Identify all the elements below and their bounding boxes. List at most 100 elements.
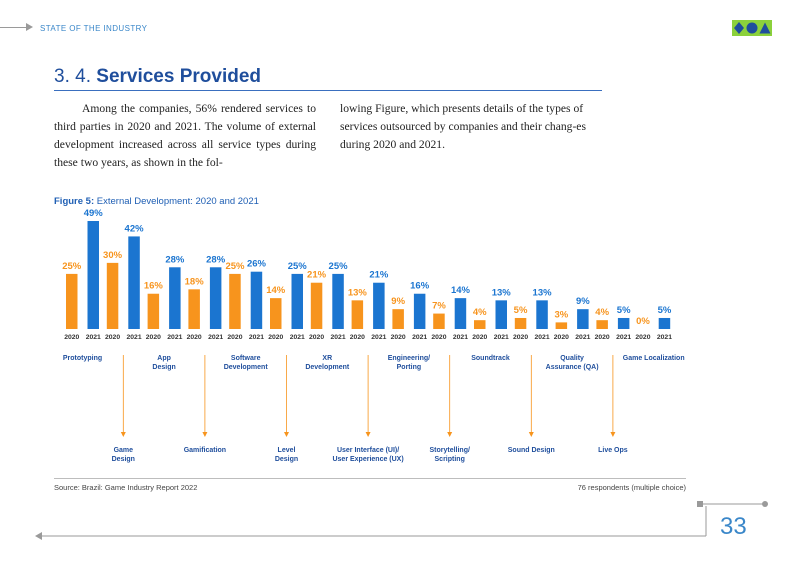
data-label-2020: 5%	[514, 305, 528, 316]
bar-2020	[596, 320, 608, 329]
connector-arrow-icon	[528, 432, 534, 437]
data-label-2020: 21%	[307, 270, 327, 281]
bar-2020	[229, 273, 241, 329]
bar-2021	[577, 309, 589, 329]
data-label-2021: 28%	[165, 254, 185, 265]
bar-2020	[188, 289, 200, 329]
category-label: XR	[322, 355, 332, 362]
category-label: Quality	[560, 355, 584, 362]
year-tick-2020: 2020	[268, 334, 283, 341]
header-rule	[0, 27, 26, 28]
category-label: Scripting	[435, 456, 465, 463]
page-number: 33	[720, 513, 747, 540]
data-label-2020: 30%	[103, 250, 123, 261]
bar-2021	[617, 317, 630, 329]
data-label-2020: 16%	[144, 281, 164, 292]
data-label-2021: 13%	[533, 287, 553, 298]
data-label-2021: 42%	[125, 223, 145, 234]
year-tick-2021: 2021	[208, 334, 223, 341]
bar-2021	[291, 273, 303, 329]
connector-arrow-icon	[447, 432, 453, 437]
category-label: Design	[112, 456, 135, 463]
bar-2020	[147, 293, 160, 329]
year-tick-2020: 2020	[105, 334, 120, 341]
data-label-2021: 25%	[288, 261, 308, 272]
year-tick-2021: 2021	[453, 334, 468, 341]
category-label: Soundtrack	[471, 355, 510, 362]
category-label: User Interface (UI)/	[337, 447, 399, 454]
connector-arrow-icon	[120, 432, 126, 437]
connector-arrow-icon	[284, 432, 289, 437]
category-label: Level	[278, 447, 296, 454]
bar-2021	[454, 298, 467, 329]
bar-2021	[495, 300, 507, 329]
figure-caption-text: External Development: 2020 and 2021	[96, 196, 259, 207]
data-label-2020: 13%	[348, 287, 368, 298]
year-tick-2021: 2021	[616, 334, 631, 341]
year-tick-2021: 2021	[657, 334, 672, 341]
bar-2020	[351, 300, 364, 329]
respondents-note: 76 respondents (multiple choice)	[577, 483, 686, 492]
data-label-2021: 5%	[617, 305, 631, 316]
bar-2021	[87, 221, 99, 329]
header-arrow-icon	[26, 23, 33, 31]
source-note: Source: Brazil: Game Industry Report 202…	[54, 483, 198, 492]
figure-caption: Figure 5: External Development: 2020 and…	[54, 196, 259, 207]
bar-2020	[474, 320, 486, 329]
data-label-2020: 4%	[595, 307, 609, 318]
year-tick-2020: 2020	[391, 334, 406, 341]
category-label: Live Ops	[598, 447, 628, 454]
data-label-2021: 25%	[329, 261, 349, 272]
bar-2021	[536, 300, 548, 329]
bar-2021	[373, 282, 385, 329]
category-label: Assurance (QA)	[546, 364, 599, 371]
data-label-2021: 28%	[206, 254, 226, 265]
year-tick-2020: 2020	[309, 334, 324, 341]
figure-label: Figure 5:	[54, 196, 95, 207]
connector-arrow-icon	[610, 432, 616, 437]
year-tick-2021: 2021	[330, 334, 345, 341]
bar-2021	[209, 267, 222, 329]
bar-2020	[514, 317, 527, 329]
category-label: Porting	[397, 364, 422, 371]
bar-2020	[310, 282, 323, 329]
section-number: 3. 4.	[54, 66, 91, 87]
data-label-2020: 9%	[391, 296, 405, 307]
year-tick-2020: 2020	[513, 334, 528, 341]
header-label: STATE OF THE INDUSTRY	[40, 24, 148, 33]
category-label: Design	[152, 364, 175, 371]
bar-2021	[250, 271, 263, 329]
data-label-2021: 13%	[492, 287, 512, 298]
year-tick-2021: 2021	[575, 334, 590, 341]
year-tick-2020: 2020	[472, 334, 487, 341]
category-label: Game Localization	[623, 355, 685, 362]
category-label: App	[157, 355, 171, 362]
data-label-2020: 7%	[432, 301, 446, 312]
diamond-circle-triangle-logo-icon	[732, 20, 772, 36]
data-label-2020: 25%	[225, 261, 245, 272]
source-rule	[54, 478, 686, 479]
data-label-2021: 5%	[658, 305, 672, 316]
year-tick-2020: 2020	[64, 334, 79, 341]
bar-2020	[270, 298, 282, 329]
body-paragraph-left: Among the companies, 56% rendered servic…	[54, 102, 316, 169]
category-label: User Experience (UX)	[332, 456, 403, 463]
bar-2021	[658, 317, 671, 329]
year-tick-2020: 2020	[350, 334, 365, 341]
bar-2020	[555, 322, 568, 329]
bar-2020	[433, 313, 445, 329]
year-tick-2020: 2020	[431, 334, 446, 341]
year-tick-2020: 2020	[595, 334, 610, 341]
bar-2021	[128, 236, 140, 329]
data-label-2021: 14%	[451, 285, 471, 296]
bar-2021	[332, 273, 344, 329]
year-tick-2021: 2021	[86, 334, 101, 341]
category-label: Game	[114, 447, 134, 454]
data-label-2021: 16%	[410, 281, 430, 292]
year-tick-2021: 2021	[371, 334, 386, 341]
data-label-2020: 4%	[473, 307, 487, 318]
year-tick-2020: 2020	[187, 334, 202, 341]
category-label: Sound Design	[508, 447, 555, 454]
data-label-2020: 18%	[185, 276, 205, 287]
